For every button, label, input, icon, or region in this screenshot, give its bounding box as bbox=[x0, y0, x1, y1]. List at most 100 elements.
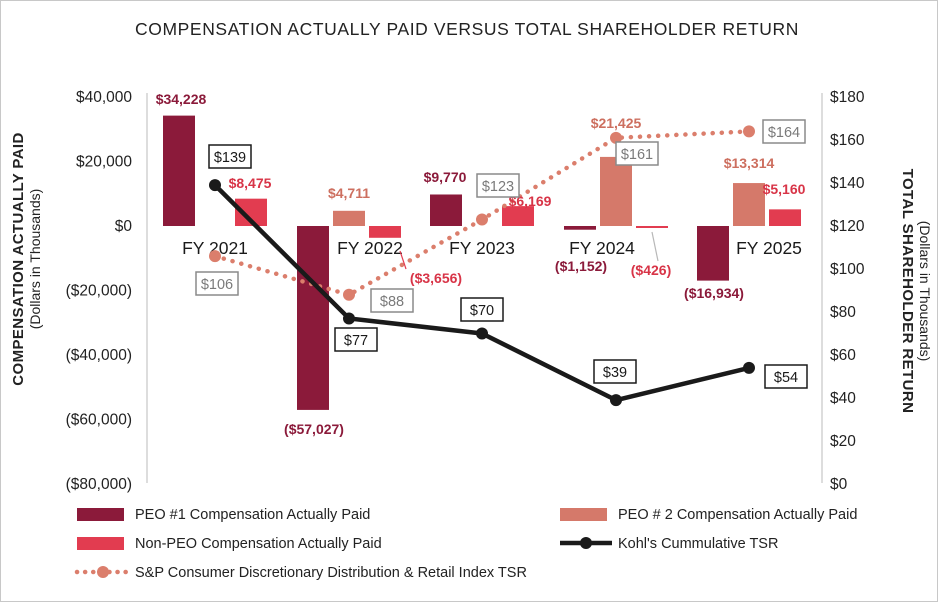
bar-data-label: $21,425 bbox=[591, 115, 642, 131]
legend-label: PEO #1 Compensation Actually Paid bbox=[135, 507, 370, 523]
kohls-tsr-label: $77 bbox=[344, 333, 368, 349]
bar-peo1 bbox=[297, 226, 329, 410]
y-right-tick-label: $20 bbox=[830, 433, 856, 450]
y-right-tick-label: $180 bbox=[830, 89, 865, 106]
legend-swatch-marker bbox=[580, 537, 592, 549]
kohls-tsr-label-box bbox=[334, 327, 378, 352]
kohls-tsr-label-box bbox=[208, 144, 252, 169]
sp-tsr-point bbox=[343, 288, 355, 301]
y-left-tick-label: $40,000 bbox=[76, 89, 132, 106]
y-right-tick-label: $120 bbox=[830, 218, 865, 235]
sp-tsr-label: $164 bbox=[768, 125, 800, 141]
bar-peo1 bbox=[430, 194, 462, 226]
bar-nonpeo bbox=[369, 226, 401, 238]
y-right-tick-label: $40 bbox=[830, 390, 856, 407]
bar-data-label: ($3,656) bbox=[410, 270, 462, 286]
kohls-tsr-label: $39 bbox=[603, 365, 627, 381]
y-left-tick-label: $20,000 bbox=[76, 154, 132, 171]
y-right-tick-label: $100 bbox=[830, 261, 865, 278]
y-right-tick-label: $160 bbox=[830, 132, 865, 149]
bar-data-label: $9,770 bbox=[424, 169, 467, 185]
bar-peo1 bbox=[697, 226, 729, 281]
y-left-sublabel: (Dollars in Thousands) bbox=[27, 189, 43, 330]
bar-data-label: $8,475 bbox=[229, 175, 272, 191]
legend-label: Kohl's Cummulative TSR bbox=[618, 536, 778, 552]
bar-nonpeo bbox=[769, 209, 801, 226]
kohls-tsr-label-box bbox=[764, 364, 808, 389]
y-right-ticks: $180 $160 $140 $120 $100 $80 $60 $40 $20 $0 bbox=[830, 89, 865, 493]
kohls-tsr-point bbox=[343, 312, 355, 325]
y-right-label: TOTAL SHAREHOLDER RETURN bbox=[899, 169, 916, 414]
data-labels: $34,228 ($57,027) $9,770 ($1,152) ($16,934) $… bbox=[156, 91, 808, 437]
category-labels: FY 2021 FY 2022 FY 2023 FY 2024 FY 2025 bbox=[182, 238, 802, 258]
bar-peo2 bbox=[600, 156, 632, 226]
y-left-tick-label: ($80,000) bbox=[66, 476, 132, 493]
bar-data-label: $34,228 bbox=[156, 91, 207, 107]
category-label: FY 2024 bbox=[569, 238, 635, 258]
kohls-tsr-label: $54 bbox=[774, 370, 798, 386]
sp-tsr-point bbox=[209, 250, 221, 263]
kohls-tsr-point bbox=[209, 179, 221, 192]
sp-tsr-label-box bbox=[370, 288, 414, 313]
bar-data-label: ($1,152) bbox=[555, 258, 607, 274]
legend-label: PEO # 2 Compensation Actually Paid bbox=[618, 507, 857, 523]
kohls-tsr-label-box bbox=[593, 359, 637, 384]
kohls-tsr-point bbox=[743, 361, 755, 374]
bar-data-label: ($16,934) bbox=[684, 285, 744, 301]
sp-tsr-point bbox=[610, 131, 622, 144]
sp-tsr-label: $161 bbox=[621, 147, 653, 163]
sp-tsr-label: $88 bbox=[380, 294, 404, 310]
kohls-tsr-label-box bbox=[460, 297, 504, 322]
sp-tsr-point bbox=[743, 125, 755, 138]
bar-peo2 bbox=[733, 183, 765, 226]
y-right-tick-label: $80 bbox=[830, 304, 856, 321]
y-right-axis-title: TOTAL SHAREHOLDER RETURN (Dollars in Tho… bbox=[899, 169, 933, 414]
bar-nonpeo bbox=[636, 226, 668, 228]
category-label: FY 2023 bbox=[449, 238, 515, 258]
y-left-tick-label: ($40,000) bbox=[66, 347, 132, 364]
y-right-tick-label: $0 bbox=[830, 476, 848, 493]
y-left-tick-label: ($20,000) bbox=[66, 283, 132, 300]
legend-label: S&P Consumer Discretionary Distribution … bbox=[135, 565, 527, 581]
kohls-tsr-point bbox=[476, 327, 488, 340]
legend-swatch bbox=[77, 537, 124, 550]
legend-swatch bbox=[77, 508, 124, 521]
kohls-tsr-label: $139 bbox=[214, 150, 246, 166]
leader-line bbox=[399, 250, 407, 270]
legend: PEO #1 Compensation Actually Paid PEO # 2… bbox=[74, 507, 857, 581]
bar-peo2 bbox=[333, 210, 365, 226]
bar-data-label: $4,711 bbox=[328, 185, 370, 201]
line-marks bbox=[209, 125, 755, 407]
bar-data-label: ($57,027) bbox=[284, 421, 344, 437]
kohls-tsr-point bbox=[610, 394, 622, 407]
category-label: FY 2022 bbox=[337, 238, 403, 258]
bar-data-label: $5,160 bbox=[763, 181, 806, 197]
category-label: FY 2021 bbox=[182, 238, 248, 258]
bar-data-label: $13,314 bbox=[724, 155, 775, 171]
sp-tsr-label-box bbox=[762, 119, 806, 144]
y-right-tick-label: $60 bbox=[830, 347, 856, 364]
y-right-tick-label: $140 bbox=[830, 175, 865, 192]
y-left-axis-title: COMPENSATION ACTUALLY PAID (Dollars in T… bbox=[10, 132, 43, 385]
sp-tsr-label-box bbox=[476, 173, 520, 198]
bar-data-label: ($426) bbox=[631, 262, 671, 278]
y-left-tick-label: $0 bbox=[115, 218, 133, 235]
chart-title: COMPENSATION ACTUALLY PAID VERSUS TOTAL … bbox=[135, 19, 799, 39]
sp-tsr-label: $106 bbox=[201, 277, 233, 293]
sp-tsr-point bbox=[476, 213, 488, 226]
y-left-ticks: $40,000 $20,000 $0 ($20,000) ($40,000) ($60,0… bbox=[66, 89, 133, 493]
kohls-tsr-label: $70 bbox=[470, 303, 494, 319]
bar-marks bbox=[163, 115, 801, 410]
bar-peo1 bbox=[163, 115, 195, 226]
sp-tsr-label-box bbox=[195, 271, 239, 296]
category-label: FY 2025 bbox=[736, 238, 802, 258]
legend-label: Non-PEO Compensation Actually Paid bbox=[135, 536, 382, 552]
bar-nonpeo bbox=[502, 206, 534, 226]
sp-tsr-label: $123 bbox=[482, 179, 514, 195]
y-right-sublabel: (Dollars in Thousands) bbox=[917, 221, 933, 362]
leader-line bbox=[651, 231, 659, 262]
bar-peo1 bbox=[564, 226, 596, 230]
y-left-label: COMPENSATION ACTUALLY PAID bbox=[10, 132, 27, 385]
